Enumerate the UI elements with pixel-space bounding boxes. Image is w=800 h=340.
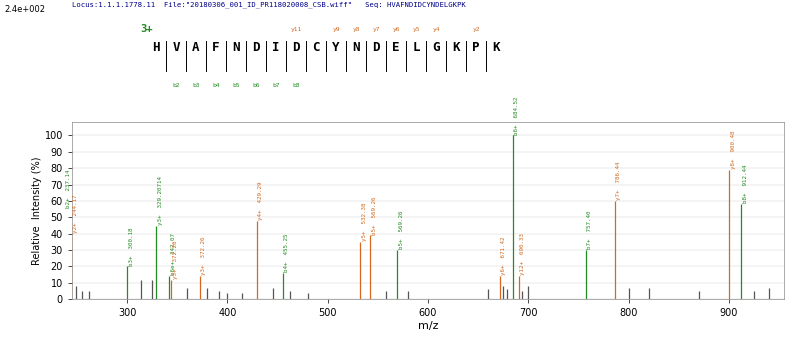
Text: y5: y5 bbox=[412, 27, 420, 32]
Text: b4: b4 bbox=[212, 83, 220, 88]
X-axis label: m/z: m/z bbox=[418, 321, 438, 331]
Text: b2: b2 bbox=[172, 83, 180, 88]
Text: y6: y6 bbox=[392, 27, 400, 32]
Text: K: K bbox=[492, 41, 500, 54]
Text: D: D bbox=[292, 41, 300, 54]
Text: L: L bbox=[412, 41, 420, 54]
Text: y7+  786.44: y7+ 786.44 bbox=[617, 162, 622, 200]
Text: y3+  372.26: y3+ 372.26 bbox=[173, 240, 178, 279]
Text: b7+  757.40: b7+ 757.40 bbox=[587, 211, 592, 249]
Text: Locus:1.1.1.1778.11  File:"20180306_001_ID_PR118020008_CSB.wiff"   Seq: HVAFNDID: Locus:1.1.1.1778.11 File:"20180306_001_I… bbox=[72, 2, 466, 8]
Text: y2: y2 bbox=[472, 27, 480, 32]
Text: b3: b3 bbox=[192, 83, 200, 88]
Y-axis label: Relative  Intensity (%): Relative Intensity (%) bbox=[32, 156, 42, 265]
Text: I: I bbox=[272, 41, 280, 54]
Text: b5+  569.26: b5+ 569.26 bbox=[372, 196, 377, 235]
Text: b3+  300.18: b3+ 300.18 bbox=[129, 227, 134, 266]
Text: b8: b8 bbox=[292, 83, 300, 88]
Text: y12+  690.33: y12+ 690.33 bbox=[520, 234, 525, 275]
Text: D: D bbox=[252, 41, 260, 54]
Text: b5+  569.26: b5+ 569.26 bbox=[398, 211, 404, 249]
Text: b6: b6 bbox=[252, 83, 260, 88]
Text: y3+  372.26: y3+ 372.26 bbox=[201, 237, 206, 275]
Text: y8+  900.48: y8+ 900.48 bbox=[731, 131, 736, 169]
Text: b2+  237.14: b2+ 237.14 bbox=[66, 170, 70, 208]
Text: F: F bbox=[212, 41, 220, 54]
Text: y5+  532.38: y5+ 532.38 bbox=[362, 203, 366, 241]
Text: V: V bbox=[172, 41, 180, 54]
Text: b6+  684.52: b6+ 684.52 bbox=[514, 96, 519, 135]
Text: y6+  671.42: y6+ 671.42 bbox=[501, 237, 506, 275]
Text: b6e+  342.07: b6e+ 342.07 bbox=[171, 234, 176, 275]
Text: b7: b7 bbox=[272, 83, 280, 88]
Text: 2.4e+002: 2.4e+002 bbox=[4, 5, 45, 14]
Text: A: A bbox=[192, 41, 200, 54]
Text: y4: y4 bbox=[432, 27, 440, 32]
Text: 3+: 3+ bbox=[140, 24, 153, 34]
Text: D: D bbox=[372, 41, 380, 54]
Text: b5: b5 bbox=[232, 83, 240, 88]
Text: y11: y11 bbox=[290, 27, 302, 32]
Text: K: K bbox=[452, 41, 460, 54]
Text: P: P bbox=[472, 41, 480, 54]
Text: y7: y7 bbox=[372, 27, 380, 32]
Text: b8+  912.44: b8+ 912.44 bbox=[743, 165, 748, 203]
Text: C: C bbox=[312, 41, 320, 54]
Text: N: N bbox=[232, 41, 240, 54]
Text: b4+  455.25: b4+ 455.25 bbox=[284, 234, 290, 272]
Text: y2+  244.17: y2+ 244.17 bbox=[73, 194, 78, 233]
Text: y3+  329.20714: y3+ 329.20714 bbox=[158, 176, 163, 225]
Text: y9: y9 bbox=[332, 27, 340, 32]
Text: N: N bbox=[352, 41, 360, 54]
Text: G: G bbox=[432, 41, 440, 54]
Text: Y: Y bbox=[332, 41, 340, 54]
Text: H: H bbox=[152, 41, 160, 54]
Text: E: E bbox=[392, 41, 400, 54]
Text: y8: y8 bbox=[352, 27, 360, 32]
Text: y4+  429.29: y4+ 429.29 bbox=[258, 181, 263, 220]
